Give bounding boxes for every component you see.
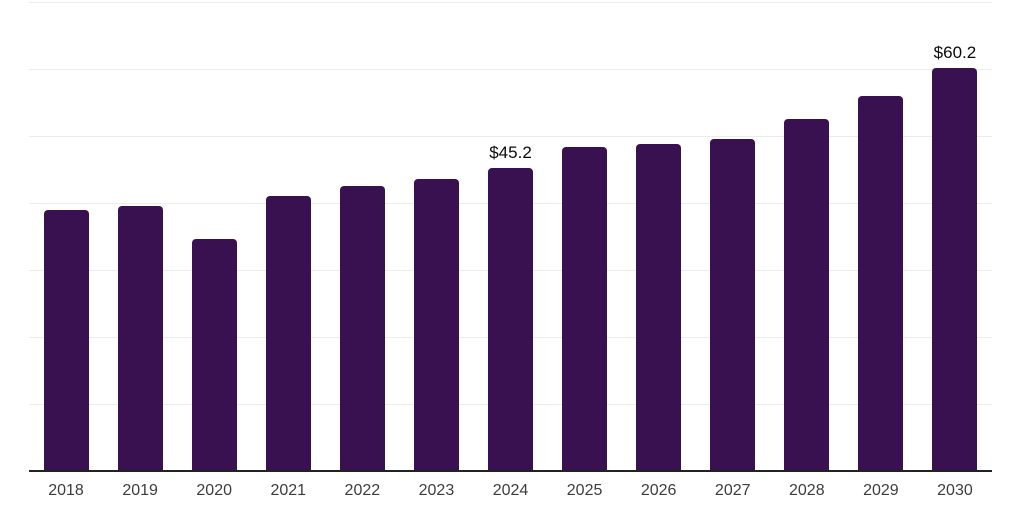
bar-2030 — [932, 67, 978, 471]
x-tick-2026: 2026 — [640, 482, 677, 499]
bar-2020 — [191, 238, 237, 471]
bar-2022 — [339, 185, 385, 471]
bar-2027 — [710, 139, 756, 471]
x-tick-2029: 2029 — [863, 482, 899, 499]
x-tick-2028: 2028 — [789, 482, 825, 499]
x-tick-2027: 2027 — [714, 482, 751, 499]
x-tick-2030: 2030 — [937, 482, 973, 499]
bar-2024 — [488, 168, 533, 471]
bar-2025 — [562, 147, 608, 471]
bar-2019 — [117, 206, 163, 471]
bar-2018 — [43, 209, 89, 471]
gridline-50 — [29, 136, 992, 137]
x-axis-line — [29, 470, 992, 472]
value-label-2024: $45.2 — [489, 143, 532, 163]
gridline-70 — [29, 2, 992, 3]
x-axis-tick-labels: 2018 2019 2020 2021 2022 2023 2024 2025 2026 2027… — [29, 483, 992, 505]
x-tick-2019: 2019 — [122, 482, 158, 499]
bar-2028 — [784, 119, 830, 471]
x-tick-2020: 2020 — [196, 482, 232, 499]
plot-area: $45.2 $60.2 — [29, 2, 992, 471]
x-tick-2021: 2021 — [270, 482, 307, 499]
bar-2026 — [636, 144, 682, 471]
x-tick-2018: 2018 — [48, 482, 84, 499]
x-tick-2025: 2025 — [566, 482, 603, 499]
bar-2029 — [858, 96, 904, 471]
x-tick-2024: 2024 — [492, 482, 529, 499]
gridline-60 — [29, 69, 992, 70]
x-tick-2023: 2023 — [418, 482, 455, 499]
value-label-2030: $60.2 — [933, 42, 977, 62]
bar-2021 — [265, 195, 311, 471]
bar-2023 — [413, 178, 459, 471]
x-tick-2022: 2022 — [344, 482, 381, 499]
